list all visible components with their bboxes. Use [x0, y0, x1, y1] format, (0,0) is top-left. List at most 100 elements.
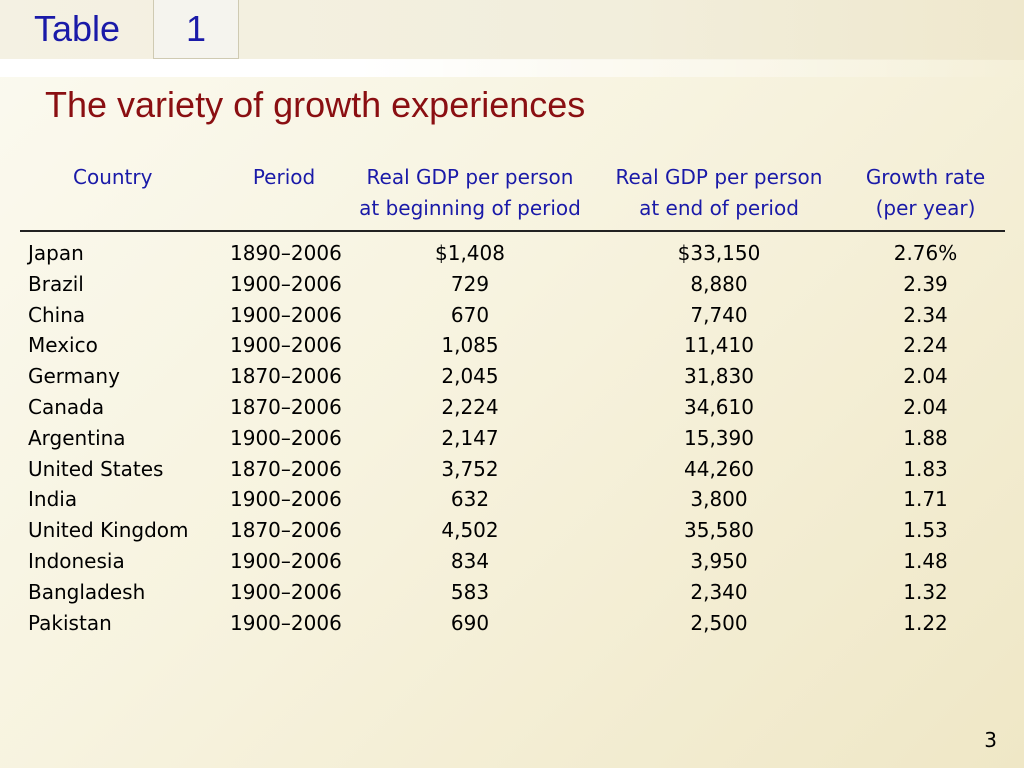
- period-cell: 1900–2006: [230, 548, 342, 573]
- table-row: Canada 1870–2006 2,224 34,610 2.04: [20, 392, 1005, 423]
- growth-rate-cell: 2.39: [903, 271, 948, 296]
- country-cell: Pakistan: [28, 610, 112, 635]
- gdp-begin-cell: 583: [450, 579, 490, 604]
- page-number: 3: [984, 728, 997, 752]
- growth-rate-cell: 2.76%: [893, 241, 958, 265]
- country-cell: Bangladesh: [28, 579, 146, 604]
- growth-rate-cell: 1.88: [903, 425, 948, 450]
- growth-rate-cell: 1.53: [903, 518, 948, 543]
- column-header-line: at end of period: [639, 196, 799, 220]
- table-row: Japan 1890–2006 $1,408 $33,150 2.76%: [20, 231, 1005, 269]
- period-cell: 1900–2006: [230, 610, 342, 635]
- column-header-growth-rate: Growth rate (per year): [846, 162, 1005, 232]
- gdp-begin-cell: 729: [450, 271, 490, 296]
- gdp-begin-cell: 2,224: [441, 394, 499, 419]
- growth-table: Country Period Real GDP per person at begin…: [20, 162, 1005, 638]
- column-header-gdp-begin: Real GDP per person at beginning of perio…: [348, 162, 592, 232]
- country-cell: India: [28, 487, 78, 512]
- gdp-end-cell: 15,390: [684, 425, 754, 450]
- gdp-begin-cell: 834: [450, 548, 490, 573]
- country-cell: China: [28, 302, 86, 327]
- gdp-begin-cell: 2,045: [441, 364, 499, 389]
- table-header-row: Country Period Real GDP per person at begin…: [20, 162, 1005, 232]
- country-cell: Canada: [28, 394, 105, 419]
- column-header-period: Period: [220, 162, 348, 232]
- growth-rate-cell: 2.04: [903, 394, 948, 419]
- period-cell: 1900–2006: [230, 425, 342, 450]
- country-cell: Brazil: [28, 271, 84, 296]
- column-header-country: Country: [20, 162, 220, 232]
- column-header-line: at beginning of period: [359, 196, 581, 220]
- gdp-end-cell: 3,800: [690, 487, 748, 512]
- table-number: 1: [153, 0, 239, 59]
- period-cell: 1870–2006: [230, 456, 342, 481]
- gdp-end-cell: 3,950: [690, 548, 748, 573]
- gdp-begin-cell: 670: [450, 302, 490, 327]
- country-cell: United Kingdom: [28, 518, 189, 543]
- period-cell: 1900–2006: [230, 579, 342, 604]
- country-cell: Japan: [28, 241, 84, 265]
- gdp-end-cell: $33,150: [677, 241, 761, 265]
- table-row: Indonesia 1900–2006 834 3,950 1.48: [20, 546, 1005, 577]
- table-row: India 1900–2006 632 3,800 1.71: [20, 484, 1005, 515]
- gdp-end-cell: 11,410: [684, 333, 754, 358]
- column-header-line: Growth rate: [865, 165, 986, 189]
- period-cell: 1900–2006: [230, 333, 342, 358]
- gdp-begin-cell: 632: [450, 487, 490, 512]
- column-header-line: (per year): [875, 196, 976, 220]
- table-body: Japan 1890–2006 $1,408 $33,150 2.76% Brazil 19…: [20, 231, 1005, 638]
- column-header-line: Country: [73, 165, 153, 189]
- gdp-begin-cell: $1,408: [435, 241, 505, 265]
- gdp-end-cell: 34,610: [684, 394, 754, 419]
- period-cell: 1870–2006: [230, 518, 342, 543]
- table-header: Country Period Real GDP per person at begin…: [20, 162, 1005, 232]
- gdp-end-cell: 31,830: [684, 364, 754, 389]
- header-divider: [0, 59, 1024, 77]
- period-cell: 1900–2006: [230, 271, 342, 296]
- country-cell: United States: [28, 456, 164, 481]
- period-cell: 1870–2006: [230, 394, 342, 419]
- gdp-end-cell: 7,740: [690, 302, 748, 327]
- table-row: Brazil 1900–2006 729 8,880 2.39: [20, 269, 1005, 300]
- gdp-begin-cell: 2,147: [441, 425, 499, 450]
- table-label: Table: [34, 8, 121, 49]
- country-cell: Argentina: [28, 425, 126, 450]
- growth-rate-cell: 1.48: [903, 548, 948, 573]
- column-header-line: Real GDP per person: [366, 165, 574, 189]
- gdp-end-cell: 8,880: [690, 271, 748, 296]
- table-row: Argentina 1900–2006 2,147 15,390 1.88: [20, 423, 1005, 454]
- growth-rate-cell: 2.04: [903, 364, 948, 389]
- gdp-end-cell: 2,500: [690, 610, 748, 635]
- gdp-end-cell: 2,340: [690, 579, 748, 604]
- growth-rate-cell: 1.32: [903, 579, 948, 604]
- period-cell: 1900–2006: [230, 487, 342, 512]
- growth-rate-cell: 1.83: [903, 456, 948, 481]
- gdp-end-cell: 35,580: [684, 518, 754, 543]
- period-cell: 1870–2006: [230, 364, 342, 389]
- gdp-end-cell: 44,260: [684, 456, 754, 481]
- column-header-gdp-end: Real GDP per person at end of period: [592, 162, 846, 232]
- table-row: Bangladesh 1900–2006 583 2,340 1.32: [20, 577, 1005, 608]
- period-cell: 1900–2006: [230, 302, 342, 327]
- column-header-line: Real GDP per person: [615, 165, 823, 189]
- gdp-begin-cell: 1,085: [441, 333, 499, 358]
- country-cell: Indonesia: [28, 548, 125, 573]
- table-row: Pakistan 1900–2006 690 2,500 1.22: [20, 608, 1005, 639]
- gdp-begin-cell: 3,752: [441, 456, 499, 481]
- table-row: United States 1870–2006 3,752 44,260 1.83: [20, 454, 1005, 485]
- table-row: China 1900–2006 670 7,740 2.34: [20, 300, 1005, 331]
- slide-title: The variety of growth experiences: [45, 84, 586, 125]
- country-cell: Germany: [28, 364, 120, 389]
- table-row: United Kingdom 1870–2006 4,502 35,580 1.53: [20, 515, 1005, 546]
- growth-rate-cell: 1.71: [903, 487, 948, 512]
- growth-rate-cell: 2.34: [903, 302, 948, 327]
- gdp-begin-cell: 4,502: [441, 518, 499, 543]
- country-cell: Mexico: [28, 333, 98, 358]
- table-row: Germany 1870–2006 2,045 31,830 2.04: [20, 361, 1005, 392]
- gdp-begin-cell: 690: [450, 610, 490, 635]
- table-row: Mexico 1900–2006 1,085 11,410 2.24: [20, 330, 1005, 361]
- growth-rate-cell: 1.22: [903, 610, 948, 635]
- period-cell: 1890–2006: [230, 241, 342, 265]
- column-header-line: Period: [252, 165, 316, 189]
- growth-rate-cell: 2.24: [903, 333, 948, 358]
